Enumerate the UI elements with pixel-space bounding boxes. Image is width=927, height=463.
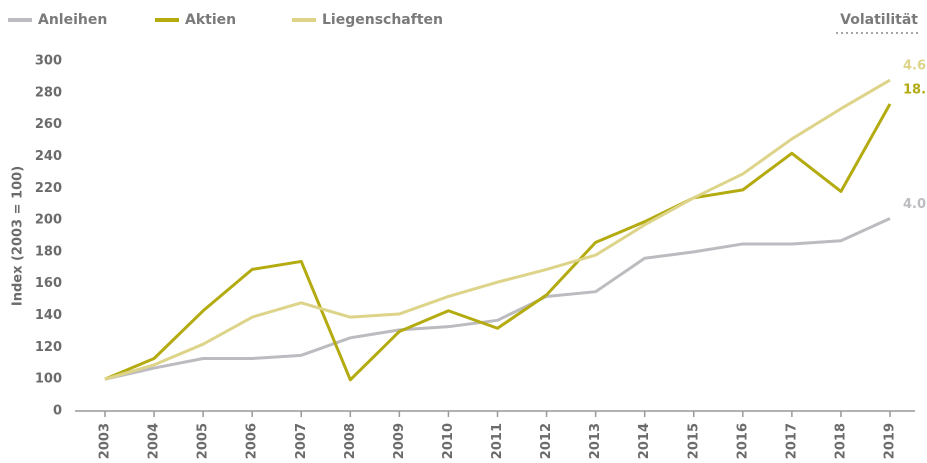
y-tick-label: 260 — [35, 117, 62, 132]
x-tick-label: 2013 — [588, 423, 603, 459]
y-tick-label: 160 — [35, 276, 62, 291]
x-tick-label: 2014 — [637, 423, 652, 459]
y-tick-label: 300 — [35, 54, 62, 69]
series-line — [104, 103, 892, 382]
series-line — [104, 217, 891, 381]
x-tick-label: 2006 — [245, 423, 260, 459]
x-tick-label: 2010 — [441, 423, 456, 459]
y-tick-label: 240 — [35, 149, 62, 164]
x-tick-label: 2008 — [343, 423, 358, 459]
x-tick-label: 2009 — [392, 423, 407, 459]
y-tick-label: 180 — [35, 244, 62, 259]
y-axis-label: Index (2003 = 100) — [11, 166, 26, 306]
legend-label: Aktien — [185, 12, 236, 28]
volatility-label: 4.6 — [903, 59, 926, 74]
x-tick-label: 2019 — [883, 423, 898, 459]
x-tick-label: 2003 — [98, 423, 113, 459]
y-tick-label: 140 — [35, 308, 62, 323]
x-tick-label: 2007 — [294, 423, 309, 459]
x-tick-label: 2012 — [539, 423, 554, 459]
y-tick-label: 280 — [35, 85, 62, 100]
volatility-header: Volatilität — [840, 12, 918, 28]
y-tick-label: 220 — [35, 181, 62, 196]
x-tick-label: 2005 — [196, 423, 211, 459]
y-tick-label: 100 — [35, 372, 62, 387]
x-tick-label: 2004 — [147, 423, 162, 459]
legend-label: Anleihen — [38, 12, 107, 28]
x-tick-label: 2017 — [784, 423, 799, 459]
x-tick-label: 2016 — [735, 423, 750, 459]
volatility-label: 18.1 — [903, 82, 927, 97]
x-tick-label: 2018 — [833, 423, 848, 459]
y-tick-label: 0 — [53, 404, 62, 419]
x-tick-label: 2015 — [686, 423, 701, 459]
x-tick-label: 2011 — [490, 423, 505, 459]
volatility-label: 4.0 — [903, 197, 926, 212]
series-line — [104, 78, 891, 381]
y-tick-label: 200 — [35, 213, 62, 228]
y-tick-label: 120 — [35, 340, 62, 355]
legend-label: Liegenschaften — [322, 12, 443, 28]
